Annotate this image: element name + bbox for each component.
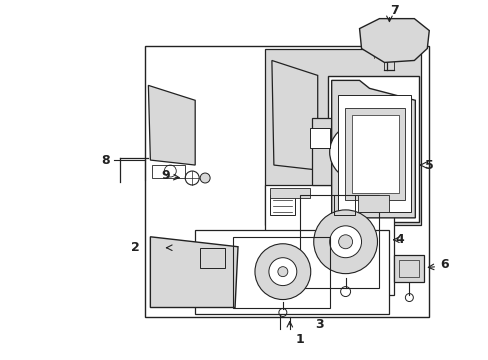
- Bar: [200, 248, 224, 268]
- Circle shape: [254, 244, 310, 300]
- Circle shape: [343, 138, 371, 166]
- Bar: [264, 185, 394, 294]
- Bar: [264, 49, 421, 225]
- Text: 8: 8: [101, 154, 110, 167]
- Bar: [269, 195, 294, 215]
- Text: 3: 3: [315, 318, 324, 331]
- Polygon shape: [148, 85, 195, 165]
- Bar: [195, 230, 388, 315]
- Text: 4: 4: [394, 233, 403, 246]
- Bar: [309, 128, 329, 148]
- Polygon shape: [331, 80, 414, 218]
- Bar: [333, 195, 354, 215]
- Circle shape: [329, 124, 385, 180]
- Text: 6: 6: [439, 258, 447, 271]
- Bar: [337, 95, 410, 212]
- Bar: [311, 118, 388, 185]
- Bar: [233, 237, 329, 307]
- Circle shape: [277, 267, 287, 276]
- Bar: [269, 188, 309, 198]
- Polygon shape: [150, 237, 238, 307]
- Circle shape: [351, 146, 363, 158]
- Polygon shape: [271, 60, 317, 170]
- Bar: [145, 45, 428, 318]
- Circle shape: [200, 173, 210, 183]
- Bar: [399, 260, 419, 276]
- Circle shape: [329, 226, 361, 258]
- Bar: [327, 76, 419, 222]
- Circle shape: [268, 258, 296, 285]
- Bar: [299, 195, 379, 288]
- Bar: [394, 255, 424, 282]
- Bar: [357, 195, 388, 212]
- Circle shape: [338, 235, 352, 249]
- Text: 9: 9: [161, 168, 169, 181]
- Bar: [152, 165, 185, 178]
- Polygon shape: [351, 115, 399, 193]
- Bar: [344, 108, 405, 200]
- Text: 1: 1: [295, 333, 304, 346]
- Circle shape: [313, 210, 377, 274]
- Text: 5: 5: [424, 158, 433, 172]
- Text: 7: 7: [389, 4, 398, 17]
- Polygon shape: [359, 19, 428, 62]
- Text: 2: 2: [131, 241, 140, 254]
